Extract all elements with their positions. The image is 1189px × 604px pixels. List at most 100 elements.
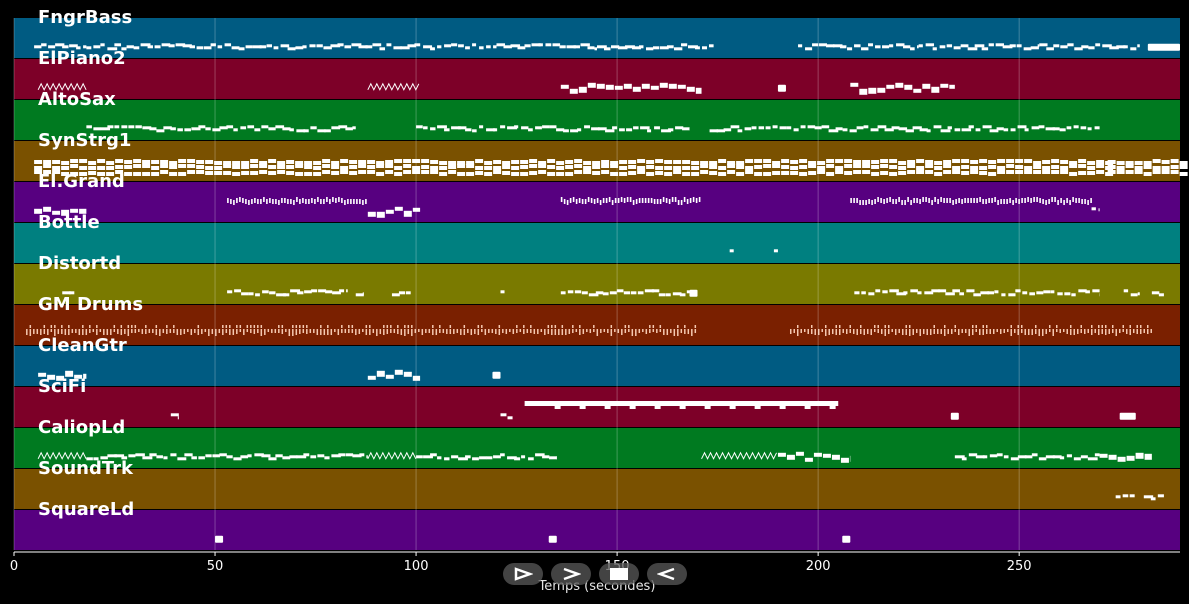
- note: [968, 125, 974, 129]
- note: [989, 454, 998, 458]
- note: [1024, 170, 1033, 174]
- note: [982, 125, 992, 129]
- note: [1109, 46, 1119, 50]
- stop-button[interactable]: [599, 563, 639, 585]
- note: [910, 289, 918, 293]
- note: [609, 291, 617, 295]
- note: [862, 164, 871, 168]
- note: [1069, 200, 1071, 205]
- note: [1094, 329, 1096, 333]
- note: [586, 329, 588, 332]
- note: [929, 329, 932, 335]
- note: [142, 164, 151, 168]
- note: [475, 171, 484, 175]
- note: [538, 164, 547, 168]
- note: [624, 325, 627, 328]
- note: [466, 164, 475, 168]
- note: [383, 329, 385, 335]
- note: [835, 166, 844, 170]
- note: [166, 325, 168, 328]
- note: [1143, 329, 1145, 333]
- note: [284, 198, 286, 203]
- note: [907, 170, 916, 174]
- note: [331, 454, 341, 458]
- note: [26, 329, 28, 335]
- note: [677, 325, 679, 328]
- note: [1157, 494, 1164, 498]
- note: [341, 198, 343, 203]
- note: [1090, 198, 1092, 203]
- stop-icon: [610, 568, 628, 580]
- forward-button[interactable]: [551, 563, 591, 585]
- note: [398, 291, 406, 295]
- note: [385, 209, 394, 214]
- back-button[interactable]: [647, 563, 687, 585]
- note: [259, 161, 268, 165]
- note: [596, 83, 605, 89]
- note: [1057, 200, 1059, 205]
- note: [619, 128, 625, 132]
- note: [1062, 329, 1065, 332]
- note: [968, 453, 978, 457]
- note: [530, 325, 532, 328]
- note: [439, 161, 448, 165]
- note: [777, 84, 786, 92]
- note: [992, 329, 995, 334]
- note: [36, 329, 39, 334]
- note: [779, 126, 787, 130]
- note: [421, 159, 430, 163]
- note: [765, 126, 771, 130]
- note: [849, 325, 851, 328]
- note: [1055, 325, 1058, 328]
- note: [664, 160, 673, 164]
- note: [624, 329, 627, 333]
- note: [565, 160, 574, 164]
- note: [288, 329, 291, 336]
- note: [245, 199, 247, 204]
- note: [369, 329, 371, 335]
- note: [970, 160, 979, 164]
- note: [868, 87, 877, 94]
- note: [376, 370, 385, 377]
- note: [700, 164, 709, 168]
- note: [421, 165, 430, 169]
- note: [362, 329, 364, 332]
- note: [353, 199, 355, 204]
- note: [79, 208, 87, 214]
- note: [954, 329, 956, 332]
- track-label: FngrBass: [38, 7, 133, 28]
- note: [107, 47, 118, 51]
- note: [652, 329, 655, 332]
- note: [1010, 329, 1012, 336]
- note: [1043, 290, 1051, 294]
- note: [1059, 128, 1066, 132]
- note: [812, 43, 819, 47]
- note: [250, 325, 252, 328]
- note: [154, 45, 161, 49]
- track-lane: [14, 264, 1180, 304]
- note: [786, 454, 795, 460]
- note: [877, 87, 886, 93]
- note: [674, 197, 677, 202]
- note: [523, 329, 525, 334]
- note: [824, 325, 827, 328]
- note: [331, 165, 340, 169]
- note: [1096, 170, 1105, 174]
- note: [145, 329, 147, 334]
- note: [493, 170, 502, 174]
- play-button[interactable]: [503, 563, 543, 585]
- note: [340, 170, 349, 174]
- track-lane: [14, 305, 1180, 345]
- note: [907, 160, 916, 164]
- note: [617, 198, 620, 203]
- note: [486, 128, 496, 132]
- note: [414, 43, 417, 47]
- note: [365, 199, 367, 204]
- note: [547, 325, 550, 328]
- note: [574, 159, 583, 163]
- note: [581, 291, 588, 295]
- note: [295, 164, 304, 168]
- note: [763, 159, 772, 163]
- note: [407, 44, 417, 48]
- note: [131, 325, 133, 328]
